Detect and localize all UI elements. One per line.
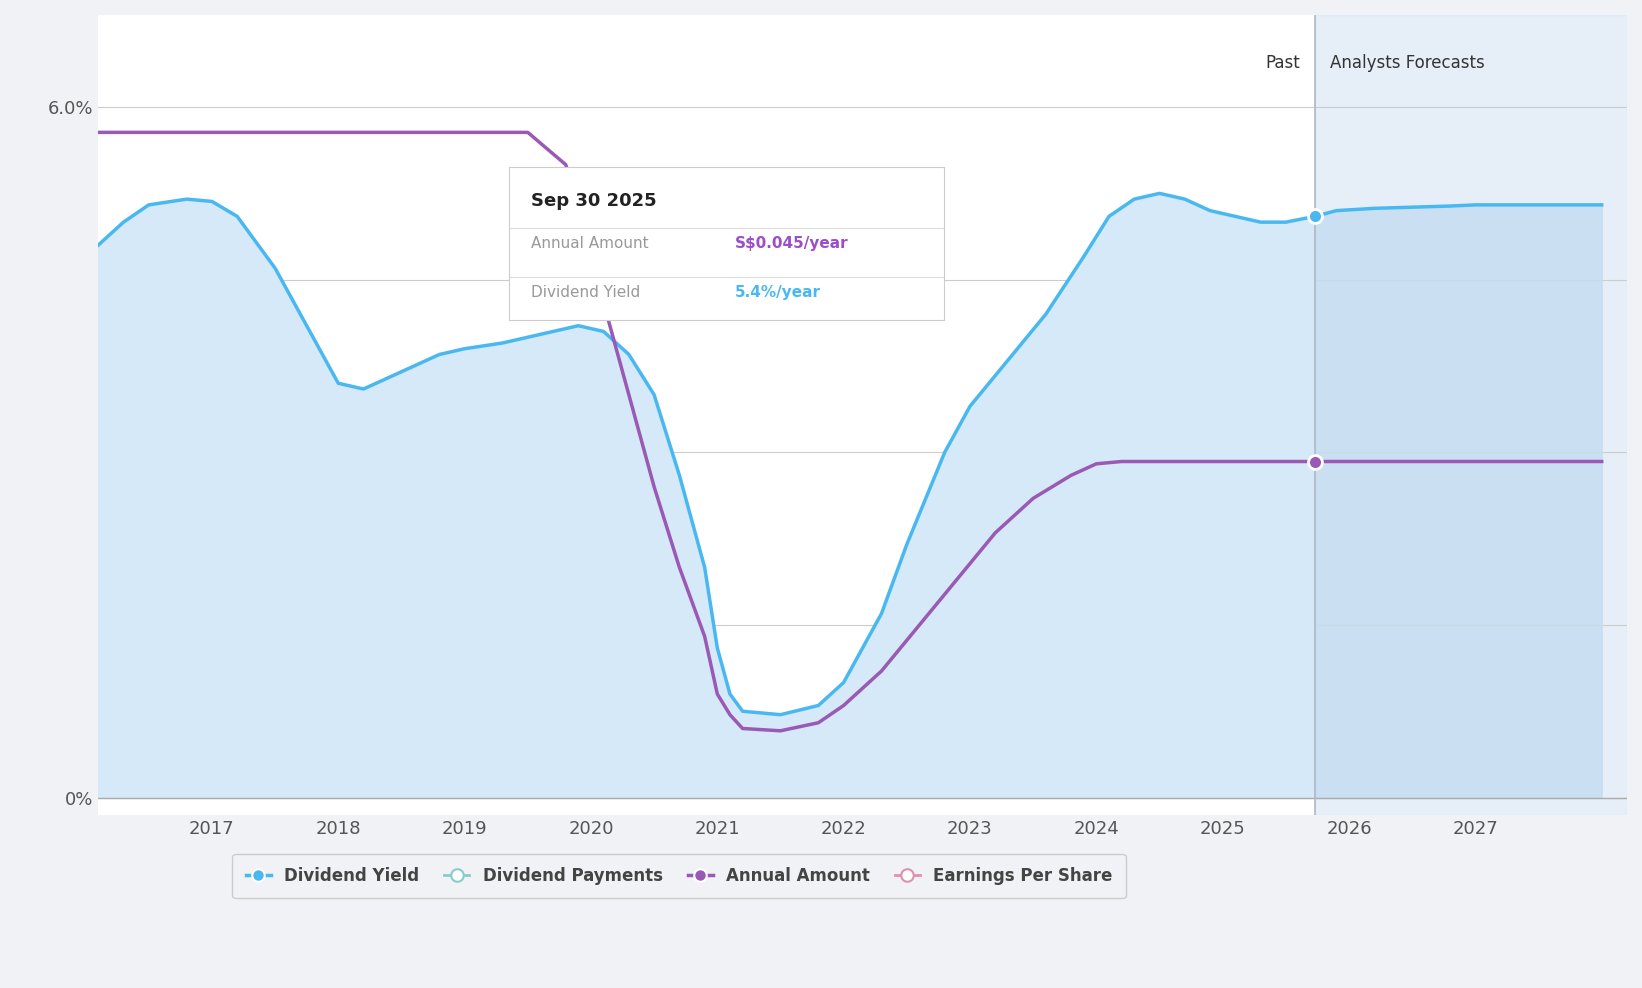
Text: Analysts Forecasts: Analysts Forecasts <box>1330 54 1484 72</box>
Legend: Dividend Yield, Dividend Payments, Annual Amount, Earnings Per Share: Dividend Yield, Dividend Payments, Annua… <box>233 854 1126 898</box>
Bar <box>1315 15 1627 815</box>
Text: Past: Past <box>1264 54 1300 72</box>
Text: 5.4%/year: 5.4%/year <box>736 285 821 300</box>
Text: Sep 30 2025: Sep 30 2025 <box>530 192 657 209</box>
Text: Annual Amount: Annual Amount <box>530 236 649 251</box>
Text: Dividend Yield: Dividend Yield <box>530 285 640 300</box>
Text: S$0.045/year: S$0.045/year <box>736 236 849 251</box>
